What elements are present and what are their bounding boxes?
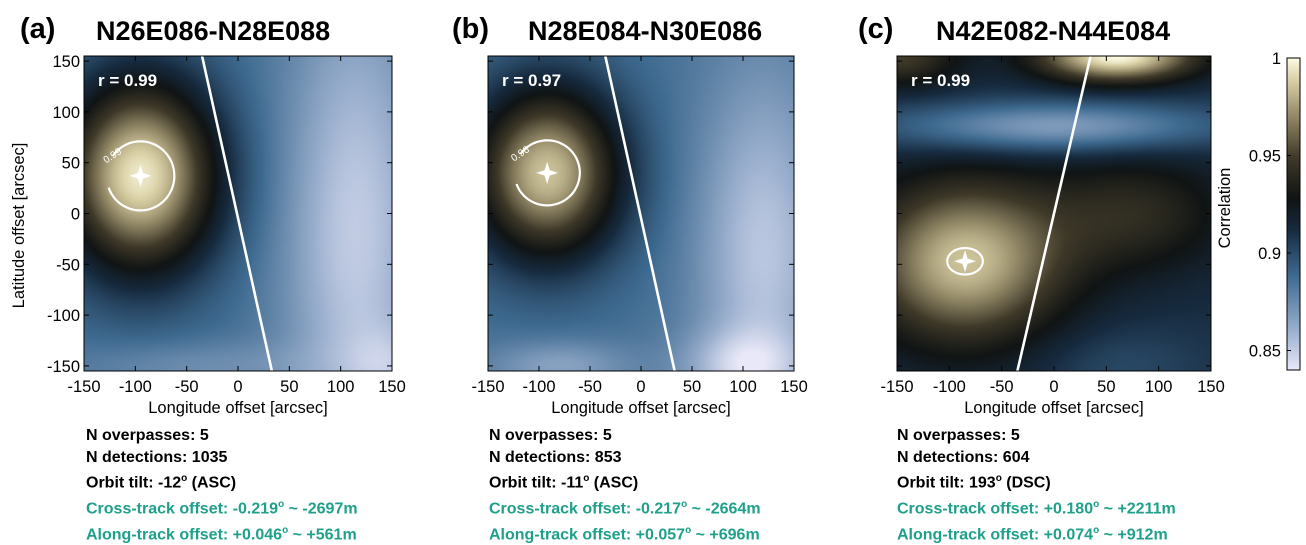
x-tick-label: 50 <box>280 378 298 396</box>
y-axis-label: Latitude offset [arcsec] <box>10 143 28 309</box>
panel-b-stats: N overpasses: 5 N detections: 853 Orbit … <box>489 425 761 545</box>
colorbar-tick-label: 1 <box>1272 50 1281 68</box>
y-tick-label: 0 <box>71 206 80 224</box>
detections-text: N detections: 604 <box>897 448 1030 466</box>
peak-star-icon <box>536 161 559 184</box>
x-tick-label: -50 <box>175 378 199 396</box>
panel-c: (c) N42E082-N44E084 r = 0.99 -150 -100 -50 0 50… <box>858 13 1225 417</box>
x-tick-label: -50 <box>578 378 602 396</box>
y-tick-label: -100 <box>47 307 80 325</box>
x-tick-label: 50 <box>1097 378 1115 396</box>
panel-title: N28E084-N30E086 <box>528 16 762 46</box>
x-tick-label: 100 <box>729 378 757 396</box>
y-tick-label: 100 <box>52 104 80 122</box>
cross-track-offset-text: Cross-track offset: +0.180o ~ +2211m <box>897 498 1176 518</box>
detections-text: N detections: 1035 <box>86 448 228 466</box>
panel-label: (c) <box>858 13 893 45</box>
panel-label: (b) <box>452 13 489 45</box>
along-track-offset-text: Along-track offset: +0.057o ~ +696m <box>489 524 760 543</box>
heatmap-overlay <box>946 56 1092 371</box>
colorbar-label: Correlation <box>1216 168 1234 249</box>
correlation-r-label: r = 0.97 <box>502 71 561 90</box>
orbit-track-line <box>604 56 676 371</box>
x-tick-label: 100 <box>327 378 355 396</box>
along-track-offset-text: Along-track offset: +0.046o ~ +561m <box>86 524 357 543</box>
panel-title: N42E082-N44E084 <box>936 16 1170 46</box>
x-tick-label: -50 <box>990 378 1014 396</box>
x-tick-label: 100 <box>1145 378 1173 396</box>
correlation-r-label: r = 0.99 <box>98 71 157 90</box>
y-tick-label: -50 <box>56 256 80 274</box>
colorbar-tick-label: 0.95 <box>1249 148 1281 166</box>
x-tick-label: 150 <box>780 378 808 396</box>
overpasses-text: N overpasses: 5 <box>897 427 1020 444</box>
panel-c-stats: N overpasses: 5 N detections: 604 Orbit … <box>897 425 1176 545</box>
x-tick-label: 0 <box>233 378 242 396</box>
contour-line <box>107 140 176 212</box>
along-track-offset-text: Along-track offset: +0.074o ~ +912m <box>897 524 1168 543</box>
y-tick-label: -150 <box>47 358 80 376</box>
cross-track-offset-text: Cross-track offset: -0.219o ~ -2697m <box>86 498 358 518</box>
x-axis-label: Longitude offset [arcsec] <box>148 399 327 417</box>
y-tick-label: 50 <box>62 155 80 173</box>
x-tick-label: -100 <box>933 378 966 396</box>
peak-star-icon <box>129 164 152 187</box>
orbit-tilt-text: Orbit tilt: -11o (ASC) <box>489 473 639 492</box>
orbit-track-line <box>200 56 274 371</box>
colorbar-tick-label: 0.85 <box>1249 343 1281 361</box>
colorbar: 1 0.95 0.9 0.85 Correlation <box>1216 50 1301 371</box>
peak-star-icon <box>954 250 977 273</box>
overpasses-text: N overpasses: 5 <box>86 427 209 444</box>
overpasses-text: N overpasses: 5 <box>489 427 612 444</box>
colorbar-tick-label: 0.9 <box>1258 245 1281 263</box>
x-axis-label: Longitude offset [arcsec] <box>551 399 730 417</box>
y-tick-label: 150 <box>52 53 80 71</box>
panel-a-stats: N overpasses: 5 N detections: 1035 Orbit… <box>86 425 358 545</box>
panel-title: N26E086-N28E088 <box>96 16 330 46</box>
x-tick-label: -100 <box>522 378 555 396</box>
orbit-tilt-text: Orbit tilt: 193o (DSC) <box>897 473 1051 492</box>
x-tick-label: -150 <box>880 378 913 396</box>
x-tick-label: -100 <box>119 378 152 396</box>
x-axis-label: Longitude offset [arcsec] <box>964 399 1143 417</box>
x-tick-label: 150 <box>1197 378 1225 396</box>
x-tick-label: 0 <box>636 378 645 396</box>
x-tick-label: 50 <box>683 378 701 396</box>
contour-line <box>515 139 581 207</box>
x-tick-label: 0 <box>1049 378 1058 396</box>
detections-text: N detections: 853 <box>489 448 622 466</box>
x-tick-label: -150 <box>471 378 504 396</box>
orbit-track-line <box>1016 56 1092 371</box>
cross-track-offset-text: Cross-track offset: -0.217o ~ -2664m <box>489 498 761 518</box>
colorbar-gradient <box>1286 57 1301 371</box>
correlation-r-label: r = 0.99 <box>911 71 970 90</box>
contour-line <box>946 246 984 276</box>
x-tick-label: -150 <box>67 378 100 396</box>
x-tick-label: 150 <box>378 378 406 396</box>
panel-label: (a) <box>20 13 55 45</box>
orbit-tilt-text: Orbit tilt: -12o (ASC) <box>86 473 237 492</box>
